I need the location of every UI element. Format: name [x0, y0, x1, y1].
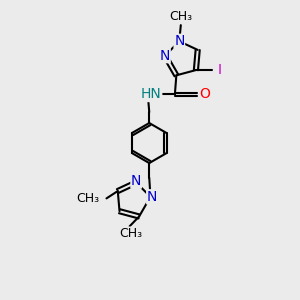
Text: HN: HN: [141, 88, 162, 101]
Text: CH₃: CH₃: [120, 227, 143, 240]
Text: O: O: [199, 88, 210, 101]
Text: N: N: [131, 174, 141, 188]
Text: N: N: [160, 49, 170, 63]
Text: CH₃: CH₃: [76, 192, 99, 205]
Text: N: N: [174, 34, 184, 48]
Text: CH₃: CH₃: [169, 11, 192, 23]
Text: N: N: [147, 190, 157, 204]
Text: I: I: [218, 63, 221, 77]
